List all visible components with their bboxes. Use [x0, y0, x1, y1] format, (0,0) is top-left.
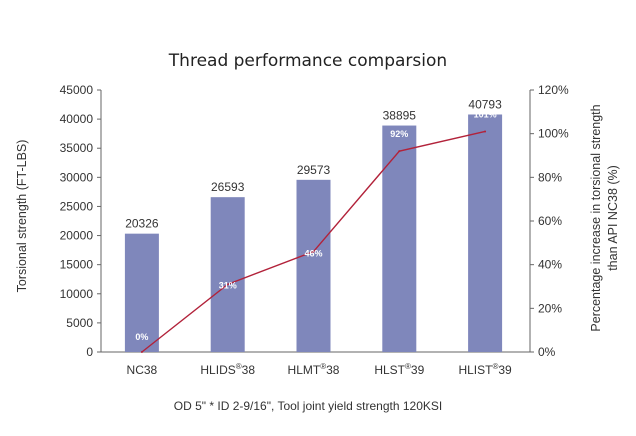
percentage-label: 31%: [219, 280, 237, 290]
y2-tick-label: 120%: [538, 83, 569, 97]
line-point: [140, 351, 143, 353]
y-tick-label: 40000: [60, 112, 94, 126]
line-point: [226, 283, 229, 286]
bar: [124, 233, 159, 352]
y2-tick-label: 40%: [538, 258, 562, 272]
line-point: [312, 250, 315, 253]
right-axis: 0% 20% 40% 60% 80% 100% 120%: [530, 83, 569, 359]
percentage-series: [140, 130, 487, 353]
y-tick-label: 30000: [60, 170, 94, 184]
category-label: HLMT®38: [288, 362, 340, 377]
y-axis-label: Torsional strength (FT-LBS): [15, 140, 29, 293]
y-tick-label: 20000: [60, 229, 94, 243]
y-tick-label: 10000: [60, 287, 94, 301]
bar: [468, 114, 503, 353]
category-label: HLIDS®38: [200, 362, 255, 377]
bar-series: [124, 114, 503, 353]
category-label: HLST®39: [374, 362, 424, 377]
y2-tick-label: 0%: [538, 345, 556, 359]
y-tick-label: 25000: [60, 199, 94, 213]
category-label: HLIST®39: [458, 362, 512, 377]
bar: [296, 179, 331, 352]
y2-tick-label: 20%: [538, 301, 562, 315]
percentage-label: 101%: [474, 109, 497, 119]
y-tick-label: 35000: [60, 141, 94, 155]
percentage-label: 0%: [135, 332, 148, 342]
percentage-label: 46%: [304, 249, 322, 259]
footnote: OD 5" * ID 2-9/16", Tool joint yield str…: [174, 399, 442, 413]
y2-tick-label: 100%: [538, 127, 569, 141]
y2-tick-label: 80%: [538, 170, 562, 184]
bar-value-label: 26593: [211, 180, 245, 194]
bar-value-label: 40793: [468, 97, 502, 111]
bar-value-labels: 20326 26593 29573 38895 40793: [125, 97, 502, 230]
y2-axis-label-line1: Percentage increase in torsional strengt…: [589, 104, 603, 331]
line-point: [484, 130, 487, 133]
y2-tick-label: 60%: [538, 214, 562, 228]
category-label: NC38: [127, 363, 158, 377]
bar-value-label: 38895: [383, 109, 417, 123]
line-point: [398, 150, 401, 153]
bar-value-label: 29573: [297, 163, 331, 177]
percentage-labels: 0% 31% 46% 92% 101%: [135, 109, 496, 342]
category-labels: NC38 HLIDS®38 HLMT®38 HLST®39 HLIST®39: [127, 362, 512, 377]
y-tick-label: 5000: [66, 316, 93, 330]
bar: [382, 125, 417, 352]
bar-value-label: 20326: [125, 217, 159, 231]
y-tick-label: 15000: [60, 258, 94, 272]
bar: [210, 197, 245, 352]
percentage-label: 92%: [390, 129, 408, 139]
y2-axis-label-line2: than API NC38 (%): [606, 165, 620, 271]
y-tick-label: 0: [86, 345, 93, 359]
left-axis: 0 5000 10000 15000 20000 25000 30000 35000 40000…: [60, 83, 101, 359]
y-tick-label: 45000: [60, 83, 94, 97]
chart-title: Thread performance comparsion: [168, 51, 447, 71]
